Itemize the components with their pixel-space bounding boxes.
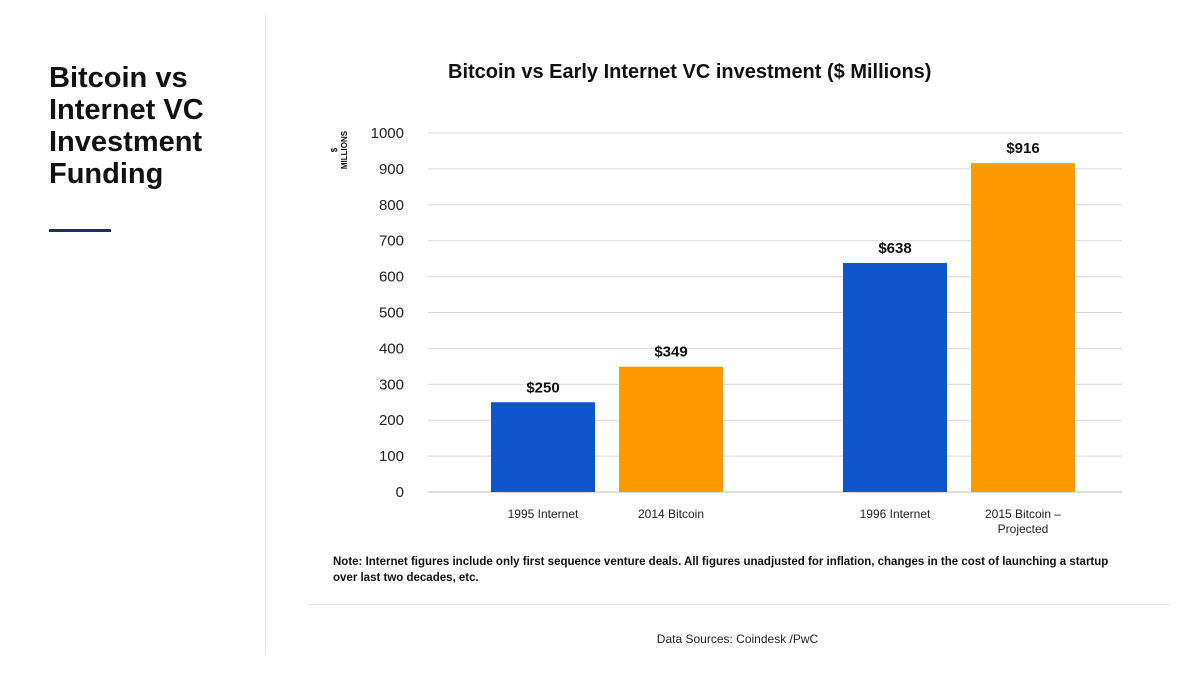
chart-note: Note: Internet figures include only firs… bbox=[333, 556, 1109, 584]
title-underline bbox=[49, 229, 111, 232]
vertical-divider bbox=[265, 15, 266, 655]
y-tick-label: 400 bbox=[379, 340, 404, 357]
y-tick-label: 300 bbox=[379, 376, 404, 393]
slide-title: Bitcoin vs Internet VC Investment Fundin… bbox=[49, 62, 204, 190]
bar bbox=[843, 262, 947, 492]
y-tick-label: 1000 bbox=[371, 125, 404, 142]
y-tick-label: 700 bbox=[379, 233, 404, 250]
y-tick-label: 0 bbox=[396, 484, 404, 501]
x-tick-label: 1996 Internet bbox=[860, 507, 931, 521]
bar bbox=[491, 402, 595, 492]
data-label: $638 bbox=[878, 240, 911, 257]
bar bbox=[619, 366, 723, 492]
y-tick-label: 600 bbox=[379, 269, 404, 286]
bar-chart: 0 100 200 300 400 500 600 700 800 900 1000 $250 1995… bbox=[371, 125, 1122, 536]
bar bbox=[971, 163, 1075, 492]
y-tick-label: 500 bbox=[379, 305, 404, 322]
x-tick-label: 1995 Internet bbox=[508, 507, 579, 521]
y-tick-label: 900 bbox=[379, 161, 404, 178]
x-tick-label: 2015 Bitcoin – Projected bbox=[985, 507, 1061, 536]
data-label: $349 bbox=[654, 344, 687, 361]
x-tick-label: 2014 Bitcoin bbox=[638, 507, 704, 521]
footer-divider bbox=[308, 604, 1170, 605]
data-label: $916 bbox=[1006, 140, 1039, 157]
data-label: $250 bbox=[526, 379, 559, 396]
y-tick-label: 100 bbox=[379, 448, 404, 465]
data-sources: Data Sources: Coindesk /PwC bbox=[656, 632, 819, 646]
y-tick-label: 200 bbox=[379, 412, 404, 429]
chart-title: Bitcoin vs Early Internet VC investment … bbox=[448, 61, 932, 83]
y-tick-label: 800 bbox=[379, 197, 404, 214]
